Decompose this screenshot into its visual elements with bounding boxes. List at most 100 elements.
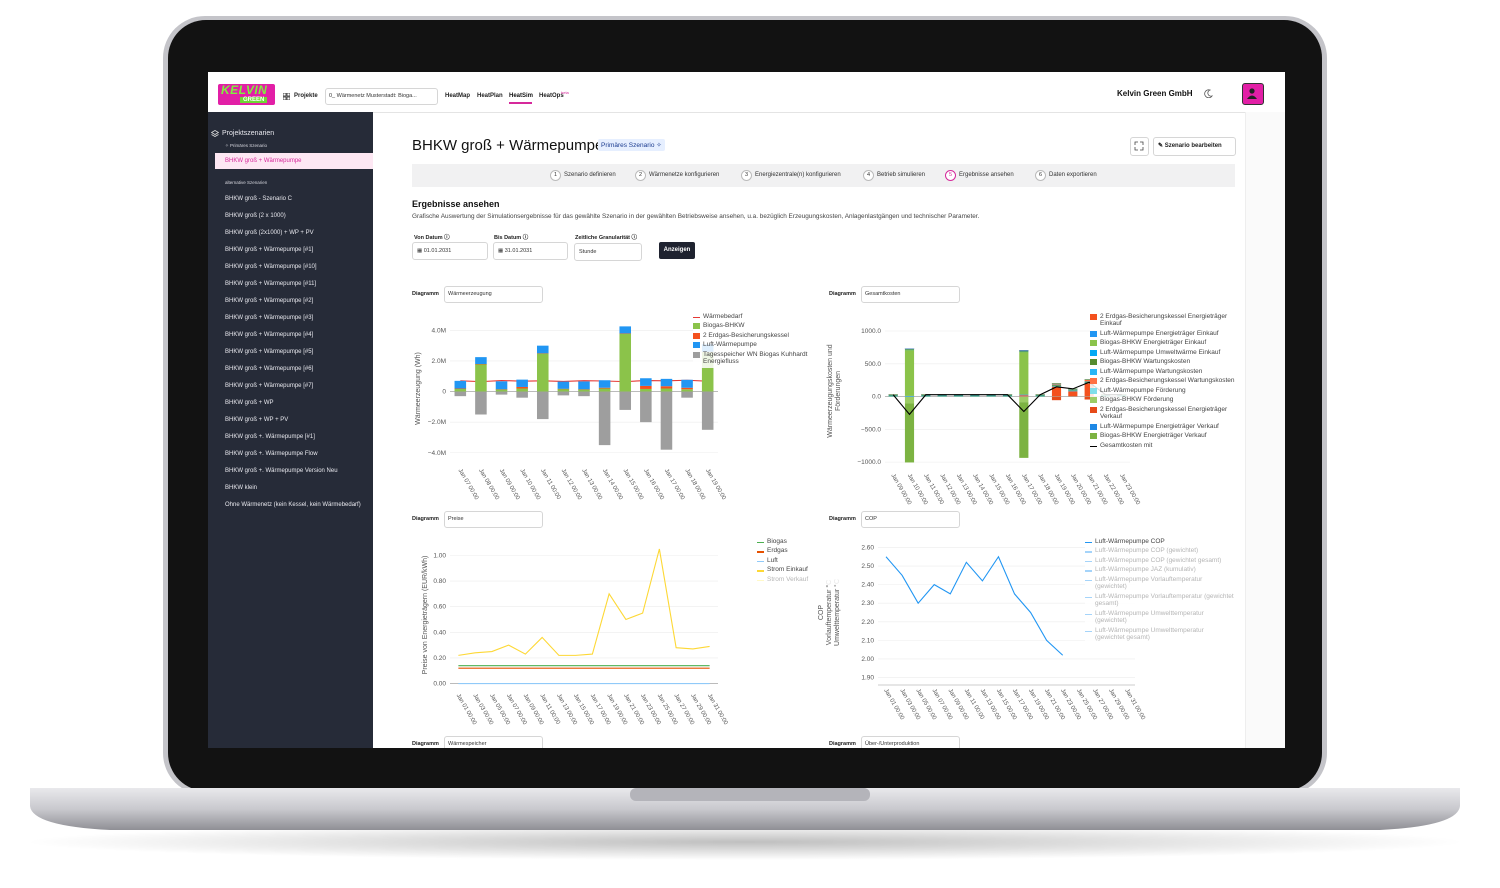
scenario-item[interactable]: BHKW groß (2 x 1000) bbox=[225, 213, 286, 219]
y-axis-label: Förderungen bbox=[835, 371, 842, 411]
from-label-text: Von Datum bbox=[414, 235, 443, 241]
scenario-item[interactable]: BHKW groß + Wärmepumpe [#10] bbox=[225, 264, 317, 270]
edit-button[interactable] bbox=[1153, 137, 1236, 156]
to-value: 31.01.2031 bbox=[504, 248, 533, 254]
y-tick-label: 0.40 bbox=[433, 629, 446, 636]
diagram-select[interactable]: Gesamtkosten bbox=[861, 286, 960, 303]
legend-item[interactable]: Luft-Wärmepumpe Umweltwärme Einkauf bbox=[1090, 349, 1235, 356]
legend-symbol bbox=[1090, 359, 1097, 366]
to-input[interactable]: ▦ 31.01.2031 bbox=[493, 242, 568, 260]
legend-item[interactable]: Strom Verkauf bbox=[757, 576, 847, 583]
step-label[interactable]: Ergebnisse ansehen bbox=[959, 172, 1014, 178]
scenario-item[interactable]: BHKW groß + Wärmepumpe [#4] bbox=[225, 332, 314, 338]
legend-item[interactable]: Luft-Wärmepumpe Wartungskosten bbox=[1090, 368, 1235, 375]
from-input[interactable]: ▦ 01.01.2031 bbox=[412, 242, 488, 260]
legend-item[interactable]: Luft-Wärmepumpe bbox=[693, 341, 813, 349]
selected-row[interactable] bbox=[215, 153, 373, 169]
legend-item[interactable]: Luft bbox=[757, 557, 847, 564]
legend-item[interactable]: Biogas-BHKW Energieträger Einkauf bbox=[1090, 339, 1235, 347]
scenario-item[interactable]: BHKW groß + Wärmepumpe [#1] bbox=[225, 247, 314, 253]
x-tick-label: Jan 14 00:00 bbox=[601, 468, 624, 502]
legend-item[interactable]: 2 Erdgas-Besicherungskessel bbox=[693, 332, 813, 339]
legend-item[interactable]: Luft-Wärmepumpe COP (gewichtet) bbox=[1085, 547, 1235, 554]
bar bbox=[681, 387, 693, 390]
scenario-item[interactable]: BHKW groß +. Wärmepumpe [#1] bbox=[225, 434, 315, 440]
diagram-label: Diagramm bbox=[829, 291, 856, 297]
legend-item[interactable]: Gesamtkosten mit bbox=[1090, 442, 1235, 449]
bar bbox=[1051, 383, 1062, 385]
legend-item[interactable]: Erdgas bbox=[757, 547, 847, 554]
diagram-select[interactable]: Über-/Unterproduktion bbox=[861, 736, 960, 748]
legend-item[interactable]: Luft-Wärmepumpe Umwelttemperatur (gewich… bbox=[1085, 627, 1235, 642]
scenario-item[interactable]: BHKW groß + Wärmepumpe [#5] bbox=[225, 349, 314, 355]
granularity-select[interactable]: Stunde bbox=[574, 243, 642, 261]
submit-button[interactable]: Anzeigen bbox=[659, 242, 695, 259]
theme-icon[interactable] bbox=[1204, 89, 1213, 98]
legend-symbol bbox=[1090, 397, 1097, 404]
bar bbox=[454, 380, 467, 389]
step-number: 3 bbox=[741, 170, 752, 181]
legend-symbol bbox=[1085, 630, 1092, 633]
scenario-item[interactable]: BHKW groß + Wärmepumpe [#2] bbox=[225, 298, 314, 304]
page-title: BHKW groß + Wärmepumpe bbox=[412, 137, 604, 154]
legend-item[interactable]: Tagesspeicher WN Biogas Kuhhardt Energie… bbox=[693, 351, 813, 366]
scenario-item[interactable]: BHKW groß + Wärmepumpe [#6] bbox=[225, 366, 314, 372]
step-label[interactable]: Wärmenetze konfigurieren bbox=[649, 172, 720, 178]
scenario-item[interactable]: BHKW klein bbox=[225, 485, 258, 491]
step-label[interactable]: Betrieb simulieren bbox=[877, 172, 926, 178]
diagram-select[interactable]: COP bbox=[861, 511, 960, 528]
nav-item[interactable]: HeatPlan bbox=[477, 93, 503, 99]
step-label[interactable]: Daten exportieren bbox=[1049, 172, 1097, 178]
legend-item[interactable]: Luft-Wärmepumpe Umwelttemperatur (gewich… bbox=[1085, 610, 1235, 625]
diagram-select[interactable]: Preise bbox=[444, 511, 543, 528]
scenario-item[interactable]: BHKW groß + WP bbox=[225, 400, 274, 406]
diagram-select[interactable]: Wärmeerzeugung bbox=[444, 286, 543, 303]
legend-symbol bbox=[1085, 542, 1092, 544]
scenario-item[interactable]: BHKW groß + Wärmepumpe [#11] bbox=[225, 281, 317, 287]
primary-scenario[interactable]: BHKW groß + Wärmepumpe bbox=[225, 158, 302, 164]
bar bbox=[619, 333, 632, 392]
scenario-item[interactable]: BHKW groß +. Wärmepumpe Version Neu bbox=[225, 468, 338, 474]
legend-item[interactable]: Luft-Wärmepumpe Förderung bbox=[1090, 387, 1235, 394]
legend-item[interactable]: 2 Erdgas-Besicherungskessel Energieträge… bbox=[1090, 406, 1235, 421]
scenario-item[interactable]: BHKW groß (2x1000) + WP + PV bbox=[225, 230, 314, 236]
scenario-item[interactable]: BHKW groß +. Wärmepumpe Flow bbox=[225, 451, 318, 457]
bar bbox=[598, 387, 611, 389]
legend-item[interactable]: Biogas-BHKW bbox=[693, 322, 813, 330]
scenario-item[interactable]: Ohne Wärmenetz (kein Kessel, kein Wärmeb… bbox=[225, 502, 361, 508]
scenario-item[interactable]: BHKW groß - Szenario C bbox=[225, 196, 293, 202]
step-label[interactable]: Energiezentrale(n) konfigurieren bbox=[755, 172, 841, 178]
step-label[interactable]: Szenario definieren bbox=[564, 172, 616, 178]
legend-item[interactable]: Biogas bbox=[757, 538, 847, 545]
bar bbox=[495, 391, 508, 395]
y-tick-label: 4.0M bbox=[432, 327, 446, 334]
legend-item[interactable]: Luft-Wärmepumpe Vorlauftemperatur (gewic… bbox=[1085, 576, 1235, 591]
legend-item[interactable]: Biogas-BHKW Energieträger Verkauf bbox=[1090, 432, 1235, 440]
scenario-item[interactable]: BHKW groß + Wärmepumpe [#3] bbox=[225, 315, 314, 321]
shadow bbox=[25, 824, 1465, 860]
to-label-text: Bis Datum bbox=[494, 235, 522, 241]
scenario-item[interactable]: BHKW groß + WP + PV bbox=[225, 417, 289, 423]
legend-item[interactable]: Biogas-BHKW Förderung bbox=[1090, 396, 1235, 404]
legend-item[interactable]: Luft-Wärmepumpe JAZ (kumulativ) bbox=[1085, 566, 1235, 573]
legend-item[interactable]: Strom Einkauf bbox=[757, 566, 847, 573]
bar bbox=[640, 385, 652, 389]
legend-item[interactable]: Luft-Wärmepumpe COP (gewichtet gesamt) bbox=[1085, 557, 1235, 564]
legend-item[interactable]: Wärmebedarf bbox=[693, 313, 813, 320]
avatar[interactable] bbox=[1242, 83, 1264, 105]
legend-symbol bbox=[1090, 387, 1097, 394]
nav-item-active[interactable]: HeatSim bbox=[509, 93, 534, 99]
legend-item[interactable]: 2 Erdgas-Besicherungskessel Wartungskost… bbox=[1090, 377, 1235, 385]
legend-item[interactable]: Biogas-BHKW Wartungskosten bbox=[1090, 358, 1235, 366]
bar bbox=[1019, 396, 1029, 403]
legend-item[interactable]: Luft-Wärmepumpe Energieträger Einkauf bbox=[1090, 330, 1235, 337]
legend-item[interactable]: Luft-Wärmepumpe Vorlauftemperatur (gewic… bbox=[1085, 593, 1235, 608]
legend-item[interactable]: Luft-Wärmepumpe Energieträger Verkauf bbox=[1090, 423, 1235, 430]
project-select[interactable]: 0_ Wärmenetz Musterstadt: Bioga... bbox=[325, 88, 438, 105]
scenario-item[interactable]: BHKW groß + Wärmepumpe [#7] bbox=[225, 383, 314, 389]
diagram-select[interactable]: Wärmespeicher bbox=[444, 736, 543, 748]
legend-item[interactable]: Luft-Wärmepumpe COP bbox=[1085, 538, 1235, 545]
nav-item[interactable]: HeatMap bbox=[445, 93, 471, 99]
nav-item[interactable]: HeatOps bbox=[539, 93, 564, 99]
legend-item[interactable]: 2 Erdgas-Besicherungskessel Energieträge… bbox=[1090, 313, 1235, 328]
